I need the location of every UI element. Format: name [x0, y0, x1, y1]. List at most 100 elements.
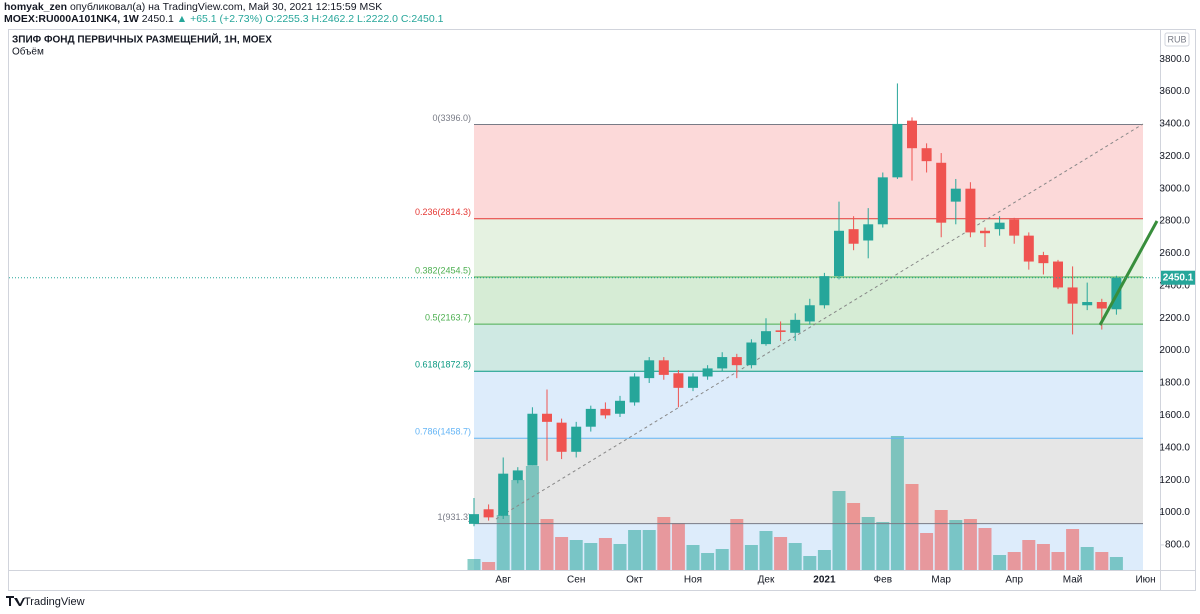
- volume-bar: [920, 533, 934, 570]
- last-price-box: [1161, 270, 1195, 285]
- volume-bar: [759, 531, 773, 570]
- volume-bar: [1051, 552, 1065, 570]
- volume-bar: [584, 543, 598, 570]
- symbol: MOEX:RU000A101NK4, 1W: [4, 13, 139, 25]
- volume-bar: [467, 559, 481, 570]
- volume-bar: [905, 484, 919, 570]
- fib-label: 1(931.3): [437, 512, 471, 522]
- volume-bar: [1036, 544, 1050, 570]
- candle-body: [1096, 302, 1107, 309]
- currency-box[interactable]: [1164, 32, 1190, 47]
- candle-body: [1082, 302, 1093, 306]
- header: homyak_zen опубликовал(а) на TradingView…: [4, 1, 443, 25]
- price: 2450.1: [141, 13, 174, 25]
- y-tick-label: 1600.0: [1159, 410, 1190, 421]
- volume-bar: [540, 519, 554, 570]
- volume-bar: [701, 553, 715, 570]
- candle-body: [731, 357, 742, 366]
- candle-body: [761, 331, 771, 345]
- candle-body: [877, 177, 888, 225]
- volume-bar: [949, 520, 963, 570]
- x-tick-label: Фев: [874, 575, 892, 586]
- y-tick-label: 2400.0: [1159, 280, 1190, 291]
- candle-body: [498, 473, 509, 516]
- volume-bar: [525, 466, 539, 570]
- y-tick-label: 3400.0: [1159, 119, 1190, 130]
- candle-body: [600, 408, 611, 416]
- y-tick-label: 2000.0: [1159, 345, 1190, 356]
- x-tick-label: Апр: [1005, 575, 1023, 586]
- y-tick-label: 1800.0: [1159, 378, 1190, 389]
- volume-bar: [730, 519, 744, 570]
- volume-bar: [1095, 552, 1109, 570]
- x-tick-label: Окт: [626, 575, 643, 586]
- candle-body: [629, 376, 640, 403]
- header-line: MOEX:RU000A101NK4, 1W 2450.1 ▲ +65.1 (+2…: [4, 13, 443, 25]
- candle-body: [804, 305, 815, 322]
- candle-body: [585, 408, 596, 427]
- volume-bar: [788, 543, 802, 570]
- fib-label: 0.786(1458.7): [415, 427, 471, 437]
- volume-bar: [744, 545, 758, 570]
- volume-bar: [817, 550, 831, 570]
- volume-bar: [993, 555, 1007, 570]
- published: опубликовал(а) на TradingView.com, Май 3…: [69, 1, 383, 13]
- candle-body: [994, 222, 1005, 230]
- fib-label: 0.618(1872.8): [415, 360, 471, 370]
- y-tick-label: 3600.0: [1159, 86, 1190, 97]
- candle-body: [1053, 261, 1063, 288]
- volume-bar: [569, 540, 583, 570]
- fib-label: 0.236(2814.3): [415, 207, 471, 217]
- fib-band: [474, 438, 1143, 524]
- volume-bar: [832, 491, 846, 570]
- candle-body: [556, 422, 567, 452]
- candle-body: [848, 229, 859, 244]
- candle-body: [775, 330, 786, 332]
- y-tick-label: 3000.0: [1159, 183, 1190, 194]
- volume-bar: [686, 545, 700, 570]
- author[interactable]: homyak_zen: [4, 1, 68, 13]
- candle-body: [834, 230, 844, 277]
- candle-body: [907, 120, 917, 149]
- candle-body: [717, 357, 728, 369]
- candle-body: [644, 360, 655, 379]
- candle-body: [921, 148, 932, 162]
- y-tick-label: 2800.0: [1159, 216, 1190, 227]
- candle-body: [819, 276, 830, 306]
- volume-bar: [978, 528, 992, 570]
- candle-body: [1067, 287, 1078, 304]
- header-line: homyak_zen опубликовал(а) на TradingView…: [4, 1, 443, 13]
- candle-body: [483, 509, 494, 518]
- volume-bar: [628, 530, 642, 570]
- change: ▲ +65.1 (+2.73%): [176, 13, 263, 25]
- volume-bar: [642, 530, 656, 570]
- candle-body: [658, 360, 669, 375]
- volume-bar: [671, 523, 685, 570]
- candle-body: [950, 188, 961, 202]
- fib-band: [474, 124, 1143, 219]
- fib-label: 0.382(2454.5): [415, 265, 471, 275]
- volume-bar: [657, 517, 671, 570]
- candle-body: [892, 123, 903, 178]
- candle-body: [746, 342, 757, 366]
- volume-bar: [496, 515, 510, 570]
- candle-body: [790, 319, 801, 333]
- volume-bar: [598, 538, 612, 570]
- candle-body: [512, 470, 523, 481]
- subtitle: Объём: [12, 46, 44, 58]
- candle-body: [673, 373, 684, 388]
- candle-body: [615, 400, 625, 414]
- fib-label: 0(3396.0): [432, 113, 471, 123]
- candle-body: [980, 230, 990, 234]
- volume-bar: [715, 549, 729, 570]
- currency: RUB: [1167, 34, 1186, 44]
- candle-body: [542, 413, 552, 422]
- y-tick-label: 1400.0: [1159, 442, 1190, 453]
- volume-bar: [774, 537, 788, 570]
- volume-bar: [1007, 552, 1021, 570]
- candle-body: [1038, 255, 1049, 264]
- x-tick-label: Мар: [931, 575, 951, 586]
- volume-bar: [876, 522, 890, 570]
